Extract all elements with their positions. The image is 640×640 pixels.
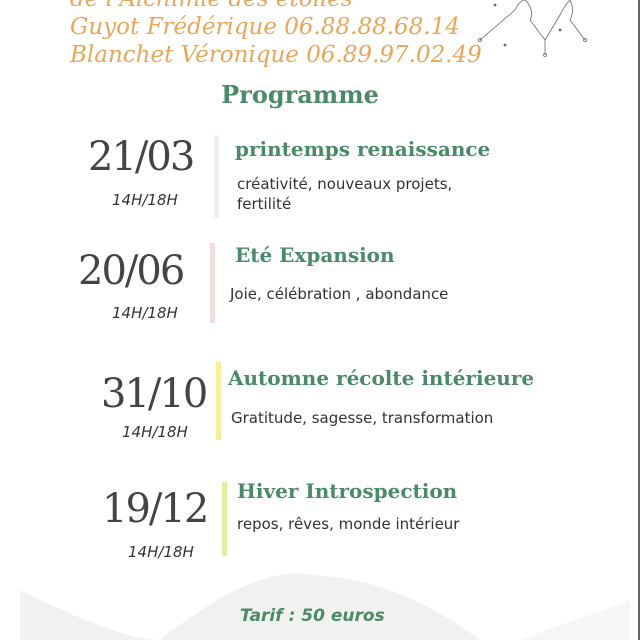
session-time: 14H/18H	[122, 423, 188, 441]
session-desc: repos, rêves, monde intérieur	[237, 515, 460, 533]
session-color-bar	[214, 135, 219, 218]
session-date: 21/03	[88, 134, 195, 180]
session-time: 14H/18H	[112, 304, 178, 322]
session-desc-2: fertilité	[237, 195, 292, 213]
session-date: 20/06	[78, 248, 185, 294]
header-line-1: de l'Alchimie des étoiles	[70, 0, 353, 12]
contact-guyot: Guyot Frédérique 06.88.88.68.14	[70, 14, 460, 40]
session-title: Automne récolte intérieure	[228, 366, 535, 390]
session-desc: Gratitude, sagesse, transformation	[231, 409, 494, 427]
background-swoosh	[20, 573, 630, 640]
session-date: 19/12	[102, 486, 209, 532]
session-color-bar	[222, 482, 227, 556]
session-title: Hiver Introspection	[237, 479, 458, 503]
session-title: printemps renaissance	[235, 137, 491, 161]
session-date: 31/10	[101, 371, 208, 417]
programme-heading: Programme	[221, 80, 379, 109]
contact-blanchet: Blanchet Véronique 06.89.97.02.49	[70, 42, 482, 68]
session-time: 14H/18H	[128, 543, 194, 561]
session-desc: créativité, nouveaux projets,	[237, 175, 453, 193]
constellation-faces-icon	[478, 0, 587, 57]
scan-edge-divider	[638, 0, 640, 640]
session-color-bar	[210, 243, 215, 323]
session-title: Eté Expansion	[235, 243, 395, 267]
session-color-bar	[216, 362, 221, 440]
session-time: 14H/18H	[112, 191, 178, 209]
tarif-price: Tarif : 50 euros	[240, 606, 385, 626]
session-desc: Joie, célébration , abondance	[230, 285, 449, 303]
